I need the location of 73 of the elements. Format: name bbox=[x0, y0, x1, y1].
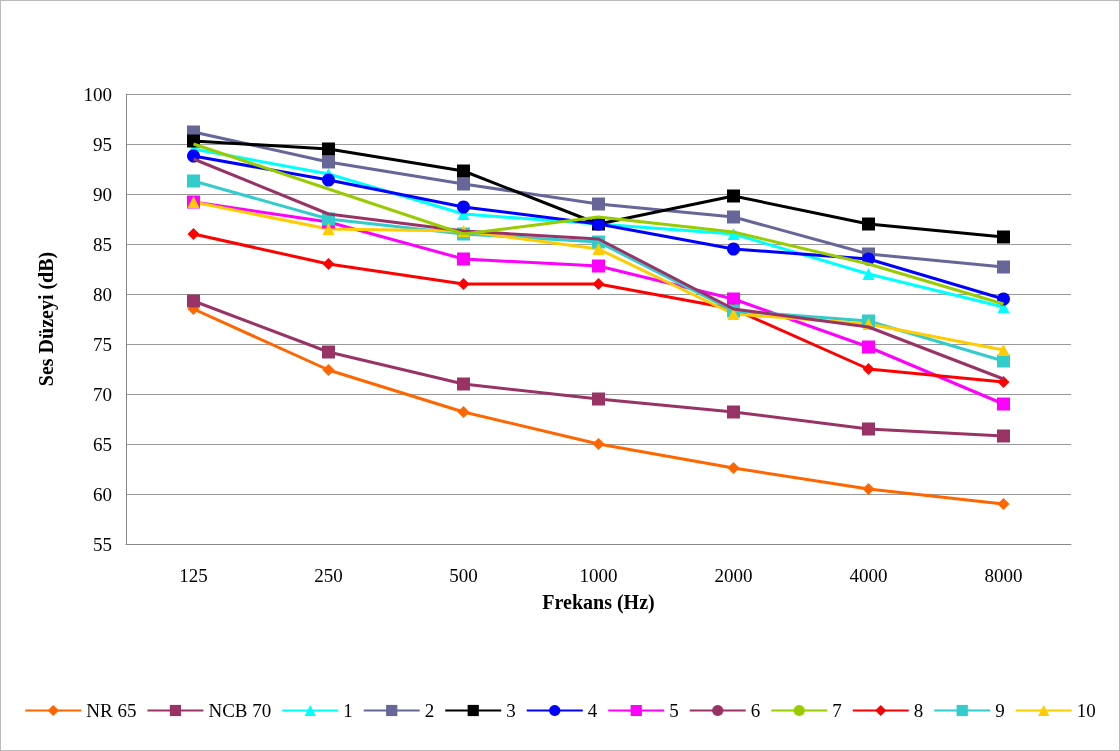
point bbox=[997, 260, 1010, 274]
legend-label: 1 bbox=[343, 700, 353, 721]
point bbox=[187, 294, 200, 308]
point bbox=[862, 340, 875, 354]
point bbox=[457, 278, 470, 290]
y-tick-label: 55 bbox=[93, 533, 112, 555]
point bbox=[592, 197, 605, 211]
point bbox=[187, 174, 200, 188]
point bbox=[322, 142, 335, 156]
y-axis-title: Ses Düzeyi (dB) bbox=[35, 251, 58, 387]
legend-label: 9 bbox=[995, 700, 1005, 721]
y-tick-label: 90 bbox=[93, 183, 112, 205]
legend-label: 8 bbox=[913, 700, 924, 721]
point bbox=[592, 438, 605, 450]
point bbox=[862, 483, 875, 495]
point bbox=[322, 223, 335, 235]
point bbox=[457, 164, 470, 178]
point bbox=[322, 364, 335, 376]
point bbox=[862, 217, 875, 231]
point bbox=[322, 345, 335, 359]
legend-label: 7 bbox=[832, 700, 842, 721]
y-tick-label: 60 bbox=[93, 483, 112, 505]
legend-label: NCB 70 bbox=[208, 700, 272, 721]
point bbox=[592, 278, 605, 290]
x-tick-label: 500 bbox=[449, 565, 478, 586]
legend-label: NR 65 bbox=[86, 700, 137, 721]
y-tick-label: 70 bbox=[93, 383, 112, 405]
point bbox=[727, 462, 740, 474]
point bbox=[592, 392, 605, 406]
point bbox=[997, 344, 1010, 356]
y-tick-label: 85 bbox=[93, 233, 112, 255]
y-tick-label: 80 bbox=[93, 283, 112, 305]
point bbox=[997, 230, 1010, 244]
point bbox=[592, 243, 605, 255]
x-tick-label: 250 bbox=[314, 565, 343, 586]
legend-label: 5 bbox=[669, 700, 679, 721]
x-tick-label: 8000 bbox=[984, 565, 1023, 586]
point bbox=[322, 173, 335, 187]
point bbox=[187, 228, 200, 240]
point bbox=[457, 252, 470, 266]
point bbox=[997, 354, 1010, 368]
legend-label: 10 bbox=[1076, 700, 1096, 721]
legend-label: 2 bbox=[424, 700, 435, 721]
point bbox=[997, 376, 1010, 388]
y-tick-label: 65 bbox=[93, 433, 112, 455]
point bbox=[727, 405, 740, 419]
x-tick-label: 2000 bbox=[714, 565, 753, 586]
point bbox=[997, 429, 1010, 443]
point bbox=[322, 155, 335, 169]
point bbox=[457, 200, 470, 214]
point bbox=[457, 177, 470, 191]
point bbox=[997, 498, 1010, 510]
legend-label: 3 bbox=[506, 700, 516, 721]
point bbox=[727, 210, 740, 224]
x-axis-title: Frekans (Hz) bbox=[542, 591, 655, 614]
y-tick-label: 100 bbox=[83, 83, 112, 105]
legend-label: 6 bbox=[750, 700, 761, 721]
point bbox=[457, 406, 470, 418]
legend-label: 4 bbox=[587, 700, 598, 721]
x-tick-label: 4000 bbox=[849, 565, 888, 586]
y-tick-label: 95 bbox=[93, 133, 112, 155]
point bbox=[862, 268, 875, 280]
y-tick-label: 75 bbox=[93, 333, 112, 355]
point bbox=[592, 259, 605, 273]
point bbox=[457, 377, 470, 391]
point bbox=[862, 422, 875, 436]
point bbox=[862, 363, 875, 375]
point bbox=[322, 258, 335, 270]
x-tick-label: 1000 bbox=[579, 565, 618, 586]
x-tick-label: 125 bbox=[179, 565, 208, 586]
point bbox=[997, 397, 1010, 411]
point bbox=[727, 189, 740, 203]
point bbox=[727, 242, 740, 256]
